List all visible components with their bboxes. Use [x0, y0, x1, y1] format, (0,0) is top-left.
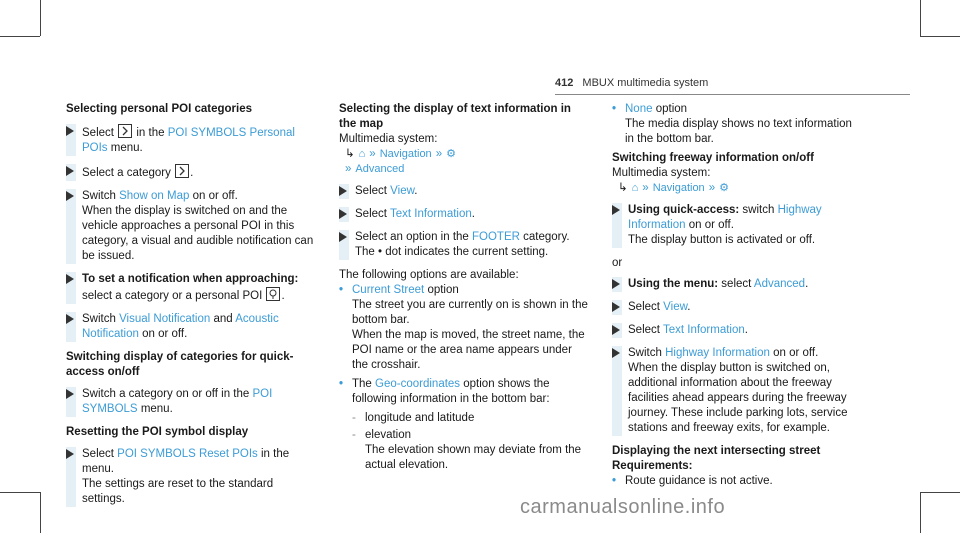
- menu-link-personal-pois[interactable]: POI SYMBOLS Personal POIs: [82, 127, 295, 154]
- menu-link-view[interactable]: View: [390, 185, 415, 197]
- step-arrow-icon: [339, 186, 347, 196]
- step: Select View.: [339, 184, 591, 199]
- list-item: - longitude and latitude: [352, 412, 475, 424]
- section-heading: Selecting personal POI categories: [66, 103, 252, 115]
- page-number: 412: [555, 77, 574, 89]
- section-heading: Resetting the POI symbol display: [66, 426, 249, 438]
- menu-link-reset-pois[interactable]: POI SYMBOLS Reset POIs: [117, 448, 258, 460]
- option-show-on-map[interactable]: Show on Map: [119, 190, 190, 202]
- step-arrow-icon: [66, 389, 74, 399]
- step-arrow-icon: [612, 302, 620, 312]
- page-header: 412 MBUX multimedia system: [555, 76, 708, 91]
- step: Switch a category on or off in the POI S…: [66, 387, 318, 417]
- step-arrow-icon: [612, 348, 620, 358]
- poi-pin-icon: [266, 287, 281, 301]
- settings-icon[interactable]: ⚙: [719, 182, 729, 194]
- section-heading: Displaying the next intersecting street: [612, 445, 821, 457]
- home-icon[interactable]: ⌂: [631, 182, 639, 194]
- path-arrow-icon: ↳: [345, 148, 355, 160]
- crop-mark: [40, 492, 41, 533]
- menu-link-navigation[interactable]: Navigation: [652, 182, 705, 194]
- option-geo-coordinates[interactable]: Geo-coordinates: [375, 378, 461, 390]
- option-current-street[interactable]: Current Street: [352, 284, 425, 296]
- step: To set a notification when approaching: …: [66, 272, 318, 304]
- menu-path: » Advanced: [345, 163, 405, 175]
- step: Select a category .: [66, 164, 318, 181]
- step-arrow-icon: [612, 325, 620, 335]
- step: Select an option in the FOOTER category.…: [339, 230, 591, 260]
- step: Select View.: [612, 300, 864, 315]
- menu-path: ↳ ⌂ » Navigation » ⚙: [345, 148, 456, 160]
- step: Select POI SYMBOLS Reset POIs in the men…: [66, 447, 318, 507]
- menu-link-text-information[interactable]: Text Information: [389, 208, 472, 220]
- option-none[interactable]: None: [625, 103, 653, 115]
- option-visual-notification[interactable]: Visual Notification: [119, 313, 211, 325]
- settings-icon[interactable]: ⚙: [446, 148, 456, 160]
- crop-mark: [920, 492, 921, 533]
- header-title: MBUX multimedia system: [582, 77, 709, 89]
- menu-link-view[interactable]: View: [663, 301, 688, 313]
- step-arrow-icon: [612, 205, 620, 215]
- category-footer[interactable]: FOOTER: [472, 231, 520, 243]
- option-highway-information[interactable]: Highway Information: [628, 204, 822, 231]
- menu-link-advanced[interactable]: Advanced: [753, 278, 806, 290]
- section-heading: Selecting the display of text informatio…: [339, 103, 571, 130]
- step-arrow-icon: [66, 191, 74, 201]
- menu-link-poi-symbols[interactable]: POI SYMBOLS: [82, 388, 273, 415]
- step-arrow-icon: [66, 449, 74, 459]
- step: Select in the POI SYMBOLS Personal POIs …: [66, 124, 318, 156]
- step: Using quick-access: switch Highway Infor…: [612, 203, 864, 248]
- step: Select Text Information.: [339, 207, 591, 222]
- chevron-right-icon: [118, 124, 133, 138]
- step: Switch Highway Information on or off. Wh…: [612, 346, 864, 436]
- section-heading: Switching freeway information on/off: [612, 152, 814, 164]
- step: Switch Visual Notification and Acoustic …: [66, 312, 318, 342]
- column-1: Selecting personal POI categories Select…: [66, 102, 318, 515]
- list-item: • Current Street option The street you a…: [339, 284, 588, 371]
- column-2: Selecting the display of text informatio…: [339, 102, 591, 475]
- list-item: - elevation The elevation shown may devi…: [352, 429, 582, 471]
- menu-link-text-information[interactable]: Text Information: [662, 324, 745, 336]
- column-3: • None option The media display shows no…: [612, 102, 864, 493]
- list-item: • None option The media display shows no…: [612, 103, 852, 145]
- list-item: • Route guidance is not active.: [612, 475, 773, 487]
- menu-link-advanced[interactable]: Advanced: [355, 163, 405, 175]
- step-arrow-icon: [66, 314, 74, 324]
- crop-mark: [0, 492, 40, 493]
- step: Select Text Information.: [612, 323, 864, 338]
- step: Switch Show on Map on or off. When the d…: [66, 189, 318, 264]
- step-arrow-icon: [66, 274, 74, 284]
- step-arrow-icon: [66, 126, 74, 136]
- crop-mark: [920, 36, 960, 37]
- list-item: • The Geo-coordinates option shows the f…: [339, 378, 550, 405]
- watermark: carmanualsonline.info: [520, 496, 726, 518]
- step-arrow-icon: [66, 166, 74, 176]
- option-acoustic-notification[interactable]: Acoustic Notification: [82, 313, 279, 340]
- chevron-right-icon: [175, 164, 190, 178]
- menu-path: ↳ ⌂ » Navigation » ⚙: [618, 182, 729, 194]
- crop-mark: [920, 0, 921, 36]
- step-arrow-icon: [612, 279, 620, 289]
- home-icon[interactable]: ⌂: [358, 148, 366, 160]
- crop-mark: [0, 36, 40, 37]
- option-highway-information[interactable]: Highway Information: [665, 347, 770, 359]
- step-arrow-icon: [339, 232, 347, 242]
- path-arrow-icon: ↳: [618, 182, 628, 194]
- step: Using the menu: select Advanced.: [612, 277, 864, 292]
- menu-link-navigation[interactable]: Navigation: [379, 148, 432, 160]
- crop-mark: [920, 492, 960, 493]
- section-heading: Switching display of categories for quic…: [66, 351, 294, 378]
- crop-mark: [40, 0, 41, 36]
- header-rule: [555, 94, 910, 95]
- step-arrow-icon: [339, 209, 347, 219]
